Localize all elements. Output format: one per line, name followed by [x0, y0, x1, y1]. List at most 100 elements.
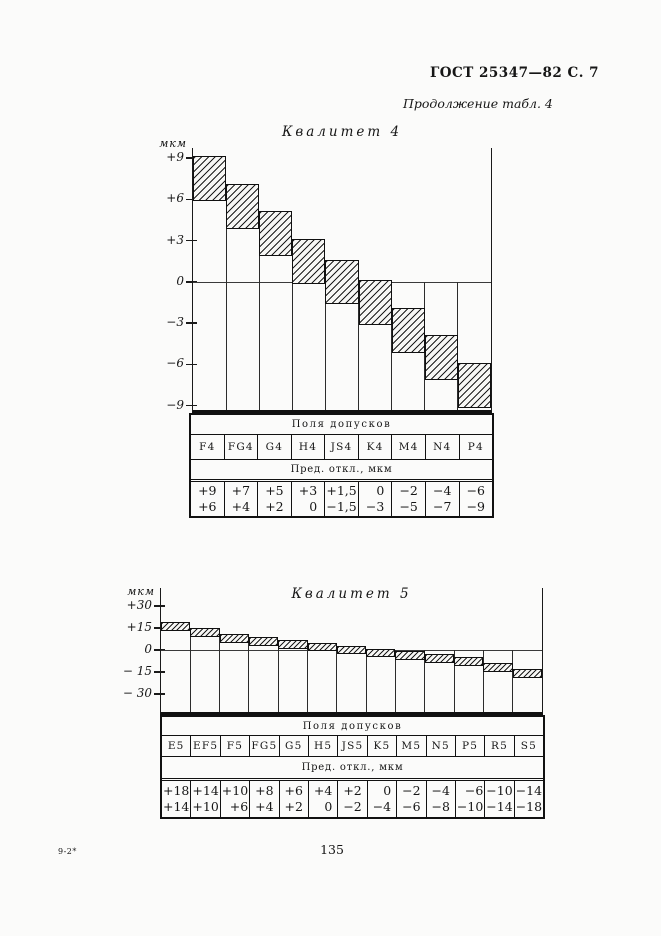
y-axis-tick — [186, 322, 197, 324]
table-caption: Поля допусков — [291, 419, 392, 430]
table-caption-row: Поля допусков — [191, 415, 492, 434]
upper-deviation-value: +5 — [265, 483, 284, 498]
deviation-values-cell: −4 −7 — [424, 482, 459, 516]
deviation-value-pair: −2 −6 — [402, 783, 420, 815]
y-tick-label: −3 — [166, 315, 184, 330]
y-axis-tick — [186, 404, 197, 407]
tolerance-field-bar-E5 — [161, 622, 191, 631]
column-separator — [189, 629, 191, 712]
deviation-values-cell: 0 −3 — [357, 482, 392, 516]
upper-deviation-value: +7 — [231, 483, 251, 498]
y-tick-label: +6 — [166, 191, 184, 206]
deviation-values-cell: −14 −18 — [513, 781, 543, 817]
deviation-value-pair: +7 +4 — [232, 483, 250, 515]
deviation-caption-row: Пред. откл., мкм — [191, 459, 492, 479]
tolerance-field-header-cell: FG4 — [223, 435, 258, 459]
deviation-values-row: +9 +6 +7 +4 +5 +2 +3 0 +1,5 −1,5 0 −3 −2 −5 −4 −7 −6 −9 — [191, 479, 492, 516]
lower-deviation-value: +10 — [192, 799, 219, 814]
deviation-value-pair: +14 +10 — [192, 783, 218, 815]
tolerance-field-header-cell: E5 — [167, 740, 185, 752]
y-axis-unit-label: мкм — [159, 137, 187, 150]
deviation-value-pair: +8 +4 — [255, 783, 273, 815]
deviation-values-cell: −6 −9 — [458, 482, 493, 516]
upper-deviation-value: −10 — [486, 783, 513, 798]
tolerance-field-header-cell: G4 — [257, 435, 291, 459]
deviation-value-pair: +10 +6 — [222, 783, 248, 815]
column-separator — [365, 650, 367, 712]
column-separator — [219, 635, 221, 712]
upper-deviation-value: −6 — [464, 783, 484, 798]
y-tick-label: − 30 — [122, 686, 152, 701]
lower-deviation-value: −6 — [402, 799, 421, 814]
upper-deviation-value: −6 — [466, 483, 485, 498]
deviation-values-cell: +9 +6 — [191, 482, 224, 516]
deviation-value-pair: +1,5 −1,5 — [326, 483, 356, 515]
tolerance-field-bar-F5 — [219, 633, 249, 643]
y-tick-label: − 15 — [122, 664, 152, 679]
deviation-values-cell: −4 −8 — [425, 781, 455, 817]
tolerance-field-bar-N5 — [424, 654, 455, 664]
deviation-caption: Пред. откл., мкм — [290, 464, 393, 475]
tolerance-field-header-cell: R5 — [484, 736, 513, 756]
y-tick-label: +9 — [166, 150, 184, 165]
deviation-value-pair: −6 −10 — [457, 783, 483, 815]
column-separator — [336, 650, 338, 712]
tolerance-field-bar-F4 — [193, 156, 227, 202]
deviation-value-pair: −10 −14 — [486, 783, 512, 815]
deviation-values-cell: +6 +2 — [278, 781, 308, 817]
upper-deviation-value: −14 — [515, 783, 543, 798]
chart-kvalitet-4: Квалитет 4 мкм +9 +6 +3 0 −3 −6 −9 — [159, 124, 492, 413]
tolerance-field-bar-EF5 — [190, 627, 220, 637]
lower-deviation-value: −5 — [399, 499, 418, 514]
table-continuation-note: Продолжение табл. 4 — [403, 96, 553, 111]
y-axis-tick — [154, 671, 165, 673]
deviation-value-pair: +18 +14 — [163, 783, 189, 815]
tolerance-field-header-cell: JS4 — [324, 435, 358, 459]
deviation-value-pair: +2 −2 — [343, 783, 361, 815]
tolerance-field-bar-M4 — [391, 307, 425, 353]
tolerance-field-header-cell: M5 — [396, 736, 425, 756]
deviation-values-cell: +14 +10 — [190, 781, 219, 817]
column-separator — [324, 281, 326, 410]
tolerance-field-header-cell: P5 — [454, 736, 484, 756]
column-separator — [358, 281, 360, 410]
column-separator — [258, 226, 260, 410]
y-tick-label: +30 — [126, 597, 152, 612]
lower-deviation-value: +4 — [255, 799, 274, 814]
y-tick-label: +3 — [166, 232, 184, 247]
deviation-value-pair: −2 −5 — [399, 483, 417, 515]
tolerance-field-bar-K4 — [358, 280, 392, 326]
column-separator — [424, 650, 426, 712]
lower-deviation-value: +2 — [265, 499, 284, 514]
y-tick-label: 0 — [176, 273, 184, 288]
column-separator — [225, 199, 227, 410]
y-tick-label: −9 — [166, 397, 184, 412]
upper-deviation-value: +18 — [163, 783, 190, 798]
y-axis-tick — [186, 363, 197, 366]
tolerance-field-header-cell: F5 — [219, 736, 249, 756]
lower-deviation-value: 0 — [324, 799, 333, 814]
deviation-values-cell: +3 0 — [290, 482, 325, 516]
tolerance-field-bar-JS5 — [336, 645, 367, 655]
tolerance-field-header-cell: H4 — [290, 435, 325, 459]
tolerance-field-bar-H4 — [292, 238, 326, 284]
lower-deviation-value: +14 — [163, 799, 190, 814]
tolerance-field-bar-G4 — [259, 211, 293, 257]
upper-deviation-value: +1,5 — [326, 483, 357, 498]
lower-deviation-value: −4 — [372, 799, 392, 814]
tolerance-field-bar-FG4 — [226, 183, 260, 229]
y-axis-tick — [154, 649, 165, 651]
tolerance-field-header-cell: S5 — [513, 736, 543, 756]
lower-deviation-value: −2 — [343, 799, 362, 814]
deviation-values-cell: −2 −6 — [396, 781, 425, 817]
upper-deviation-value: −4 — [431, 783, 450, 798]
deviation-values-cell: +2 −2 — [337, 781, 366, 817]
chart-title: Квалитет 4 — [281, 124, 403, 140]
deviation-values-cell: +18 +14 — [162, 781, 190, 817]
column-separator — [457, 281, 459, 410]
y-tick-label: +15 — [126, 619, 152, 634]
lower-deviation-value: −8 — [431, 799, 450, 814]
y-axis-tick — [154, 627, 165, 629]
lower-deviation-value: −10 — [456, 799, 484, 814]
